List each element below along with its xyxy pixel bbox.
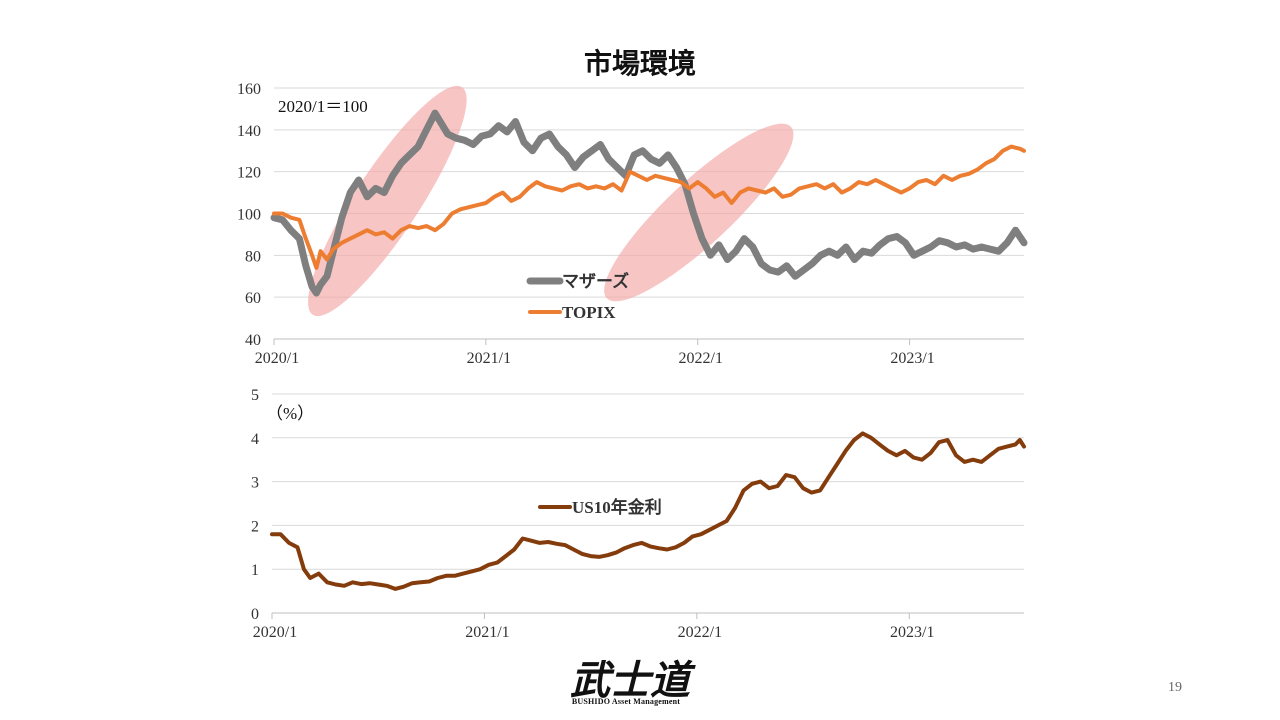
bottom-legend: US10年金利 [538,497,662,517]
x-tick-label: 2020/1 [255,350,299,367]
x-tick-label: 2021/1 [465,624,509,641]
chart-annotation: 2020/1＝100 [278,97,368,116]
y-tick-label: 1 [251,562,259,579]
top-highlights [308,85,794,317]
y-tick-label: 140 [237,123,261,140]
bushido-logo: 武士道 [570,657,696,704]
y-tick-label: 60 [245,290,261,307]
page-title: 市場環境 [583,47,696,80]
series-line-1 [272,144,1026,270]
y-tick-label: 100 [237,207,261,224]
y-tick-label: 2 [251,518,259,535]
chart-annotation: （%） [266,404,314,423]
y-tick-label: 40 [245,332,261,349]
logo-caption: BUSHIDO Asset Management [571,697,681,706]
x-tick-label: 2022/1 [679,350,723,367]
highlight-ellipse [604,123,794,302]
bottom-gridlines [272,393,1024,570]
y-tick-label: 0 [251,606,259,623]
y-tick-label: 5 [251,387,259,404]
page-number: 19 [1168,680,1182,695]
logo-text: 武士道 [570,657,696,704]
x-tick-label: 2022/1 [678,624,722,641]
top-legend: マザーズ TOPIX [526,271,629,322]
legend-label: US10年金利 [572,497,662,517]
y-tick-label: 80 [245,248,261,265]
x-tick-label: 2020/1 [253,624,297,641]
legend-label: TOPIX [562,303,616,322]
x-tick-label: 2023/1 [890,350,934,367]
y-tick-label: 4 [251,431,259,448]
top-axis: 40 60 80 100 120 140 160 2020/1 2021/1 2022/1 2023… [237,81,1024,367]
top-series [270,109,1028,297]
y-tick-label: 160 [237,81,261,98]
y-tick-label: 120 [237,165,261,182]
bottom-axis: 0 1 2 3 4 5 2020/1 2021/1 2022/1 2023/1 （%） [251,387,1024,641]
y-tick-label: 3 [251,475,259,492]
highlight-ellipse [308,85,467,317]
bottom-series [270,431,1026,591]
legend-label: マザーズ [562,271,629,291]
series-line-0 [270,109,1028,297]
x-tick-label: 2023/1 [890,624,934,641]
series-line-0 [270,431,1026,591]
x-tick-label: 2021/1 [467,350,511,367]
